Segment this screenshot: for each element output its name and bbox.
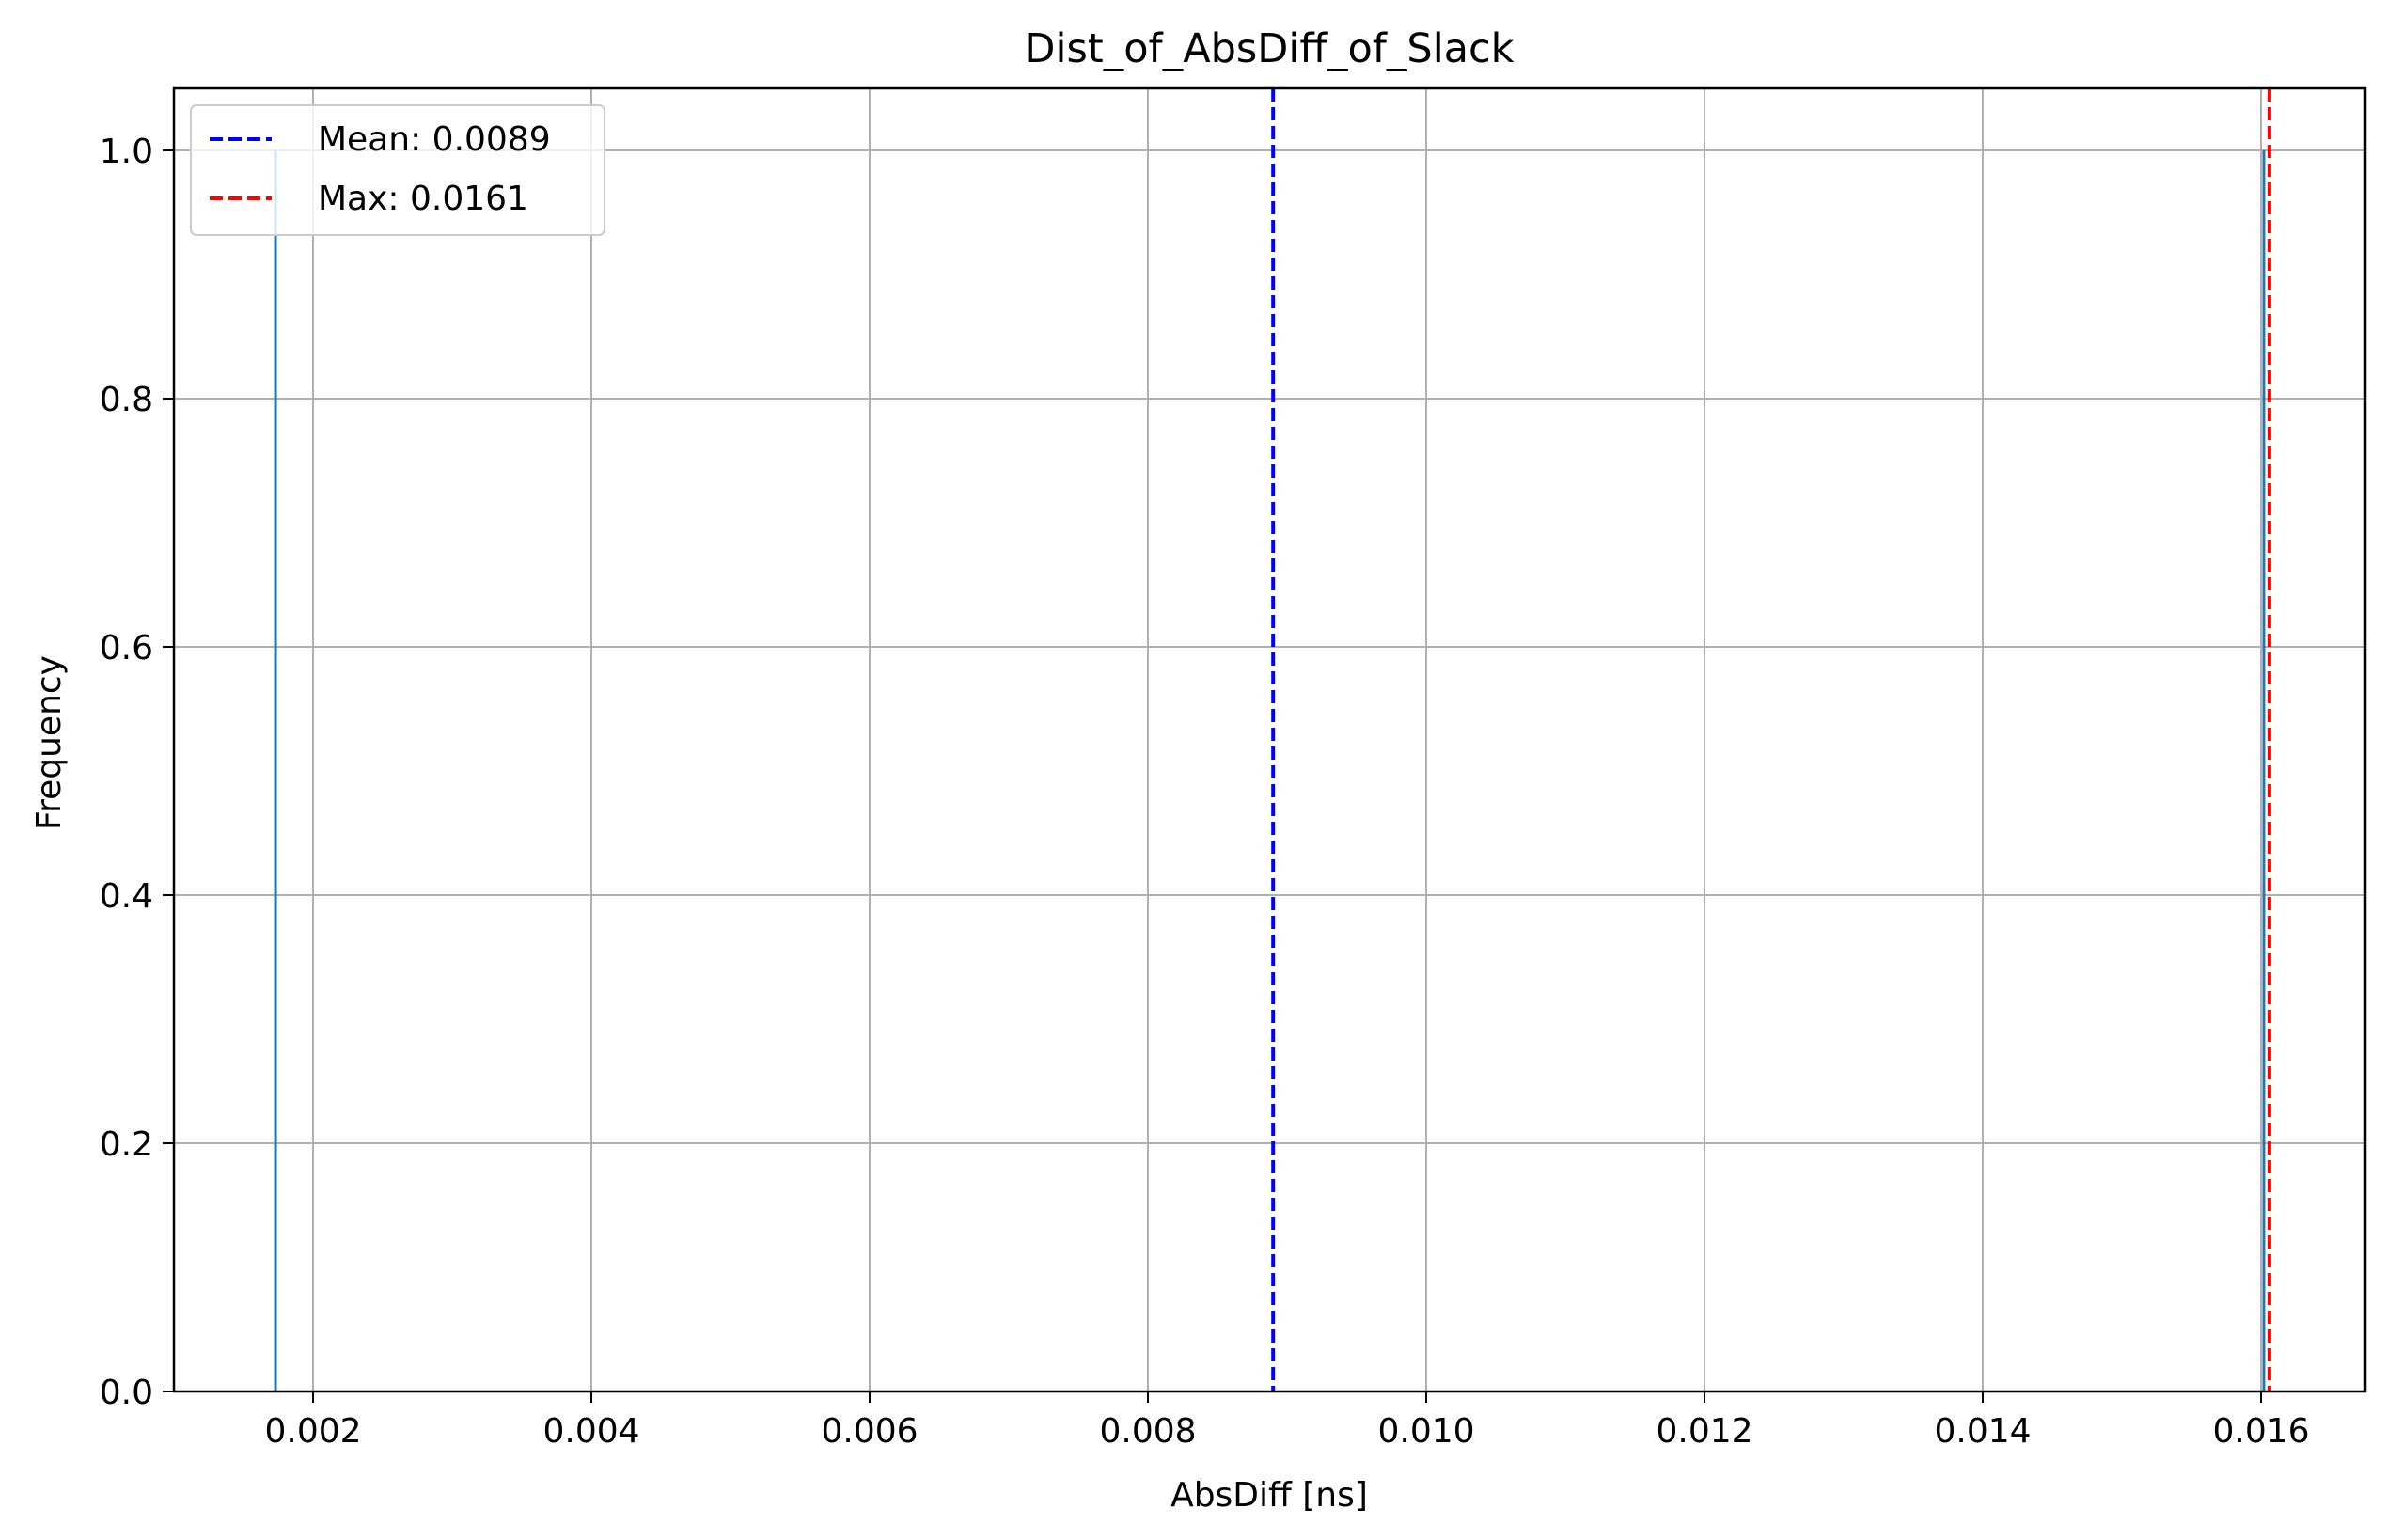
x-tick-label: 0.004 [542, 1412, 639, 1451]
y-axis-label: Frequency [30, 655, 69, 830]
plot-area [174, 88, 2365, 1391]
x-tick-label: 0.002 [264, 1412, 361, 1451]
x-tick-label: 0.016 [2212, 1412, 2309, 1451]
y-tick-label: 0.6 [100, 629, 153, 668]
x-axis-label: AbsDiff [ns] [1170, 1476, 1368, 1515]
y-tick-label: 0.0 [100, 1374, 153, 1412]
legend: Mean: 0.0089 Max: 0.0161 [190, 104, 605, 236]
y-tick-label: 0.4 [100, 877, 153, 916]
reference-lines [1271, 88, 2271, 1391]
x-tick-label: 0.012 [1656, 1412, 1752, 1451]
legend-box [190, 104, 605, 236]
legend-max-label: Max: 0.0161 [318, 180, 528, 218]
y-axis-ticks: 0.0 0.2 0.4 0.6 0.8 1.0 [100, 133, 174, 1412]
histogram-bar [274, 150, 277, 1391]
x-tick-label: 0.014 [1934, 1412, 2031, 1451]
plot-frame [172, 86, 2367, 1393]
legend-mean-label: Mean: 0.0089 [318, 120, 551, 159]
x-axis-ticks: 0.002 0.004 0.006 0.008 0.010 0.012 0.014 0.016 [264, 1391, 2310, 1451]
y-tick-label: 0.2 [100, 1125, 153, 1164]
x-tick-label: 0.008 [1099, 1412, 1196, 1451]
chart-title: Dist_of_AbsDiff_of_Slack [1024, 25, 1514, 72]
x-tick-label: 0.010 [1377, 1412, 1474, 1451]
histogram-bars [274, 150, 2266, 1391]
y-tick-label: 0.8 [100, 381, 153, 419]
histogram-bar [2262, 150, 2266, 1391]
x-tick-label: 0.006 [821, 1412, 918, 1451]
y-tick-label: 1.0 [100, 133, 153, 171]
